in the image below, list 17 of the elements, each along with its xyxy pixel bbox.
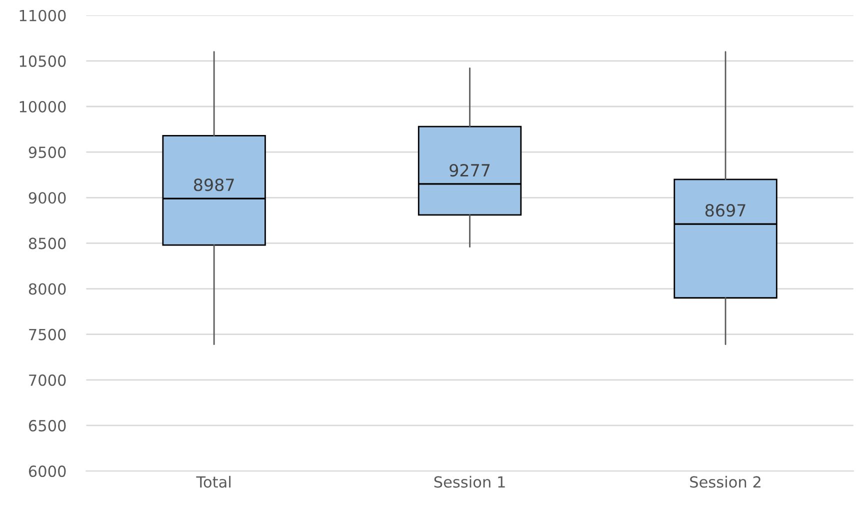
y-tick-label: 7500 [29,328,66,340]
x-tick-label: Session 2 [690,476,760,488]
annotation: 9277 [450,164,490,177]
y-tick-label: 10000 [20,100,66,113]
annotation: 8697 [705,204,746,217]
y-tick-label: 6000 [28,466,66,478]
y-tick-label: 8000 [28,283,66,295]
y-tick-label: 11000 [20,10,66,22]
x-tick-label: Total [196,476,230,488]
y-tick-label: 9500 [28,146,66,158]
y-tick-label: 6500 [28,420,66,432]
annotation: 8987 [194,178,234,192]
y-tick-label: 9000 [28,192,66,204]
y-tick-label: 10500 [20,55,66,67]
y-tick-label: 7000 [29,374,66,386]
x-tick-label: Session 1 [434,476,505,488]
y-tick-label: 8500 [28,238,66,250]
